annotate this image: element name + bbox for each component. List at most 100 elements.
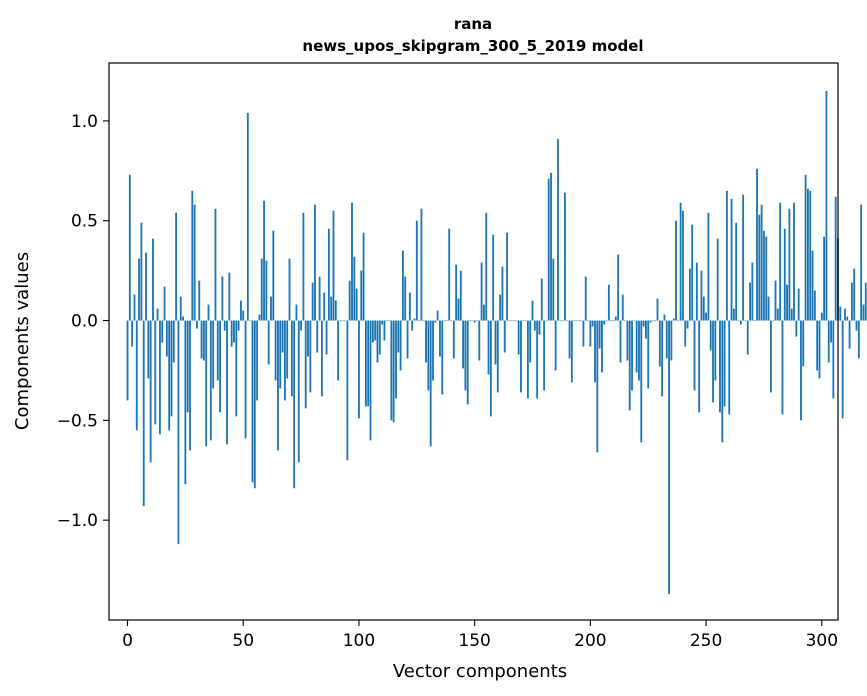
bar: [165, 320, 168, 357]
bar: [612, 320, 615, 322]
bar: [596, 320, 599, 453]
bar: [725, 190, 728, 321]
bar: [293, 320, 296, 489]
bar: [161, 320, 164, 343]
bar: [760, 204, 763, 321]
bar: [344, 320, 346, 322]
bar: [450, 320, 453, 322]
bar: [191, 190, 194, 321]
bar: [716, 238, 719, 321]
bar: [485, 212, 488, 321]
bar: [374, 320, 377, 341]
bar: [668, 320, 670, 595]
bar: [621, 294, 624, 321]
bar: [439, 320, 441, 357]
bar: [478, 320, 481, 361]
bar: [131, 320, 134, 347]
bar: [862, 304, 865, 321]
bar: [348, 280, 351, 321]
bar: [758, 214, 761, 321]
bar: [249, 320, 252, 322]
bar: [545, 320, 548, 322]
bar: [156, 308, 159, 321]
bar: [508, 320, 511, 322]
bar: [818, 320, 821, 379]
bar: [140, 222, 143, 321]
bar: [499, 294, 502, 321]
bar: [850, 282, 853, 321]
bar: [193, 204, 196, 321]
bar: [455, 264, 458, 321]
bar: [263, 200, 265, 321]
bar: [723, 320, 726, 407]
bar: [820, 312, 823, 321]
bar: [362, 232, 365, 321]
bar: [147, 320, 150, 379]
bar: [219, 320, 222, 413]
bar: [420, 208, 423, 321]
bar: [316, 320, 319, 353]
bar: [707, 212, 710, 321]
bar: [732, 308, 735, 321]
bar: [809, 190, 812, 321]
bar: [730, 198, 733, 321]
bar: [756, 168, 758, 321]
bar: [408, 292, 411, 321]
bar: [457, 298, 460, 321]
bar: [399, 320, 402, 371]
bar: [832, 320, 835, 399]
bar: [561, 320, 564, 322]
bar: [371, 320, 374, 343]
bar: [404, 276, 407, 321]
y-axis-label: Components values: [12, 252, 33, 430]
bar: [272, 230, 275, 321]
bar: [251, 320, 254, 483]
bar: [587, 320, 589, 322]
bar: [793, 202, 795, 321]
bar: [515, 320, 518, 322]
bar: [568, 320, 571, 359]
bar: [385, 320, 388, 322]
bar: [816, 320, 819, 371]
bar: [388, 320, 390, 322]
bar: [177, 320, 180, 545]
bar: [401, 250, 404, 321]
bar: [506, 232, 508, 321]
bar: [640, 320, 643, 443]
bar: [693, 320, 696, 391]
bar: [221, 276, 224, 321]
bar: [138, 258, 141, 321]
bar: [772, 320, 775, 322]
bar: [216, 320, 219, 381]
bar: [601, 320, 603, 373]
bar: [332, 210, 335, 321]
bar: [168, 320, 171, 431]
bar: [145, 252, 147, 321]
bar: [436, 310, 439, 321]
bar: [427, 320, 430, 391]
bar: [242, 310, 245, 321]
bar: [149, 320, 152, 463]
bar: [619, 320, 622, 363]
y-tick-label: 0.0: [71, 312, 98, 332]
bar: [526, 320, 529, 399]
bar: [422, 320, 425, 322]
bar: [665, 320, 668, 359]
bar: [675, 220, 677, 321]
bar: [469, 320, 471, 322]
bar: [184, 320, 187, 485]
bar: [617, 254, 620, 321]
bar: [531, 300, 534, 321]
bar: [830, 320, 832, 343]
bar: [513, 320, 515, 322]
bar: [763, 230, 765, 321]
bar: [749, 282, 751, 321]
bar: [797, 288, 800, 321]
bar: [286, 320, 289, 379]
bar: [473, 320, 476, 323]
bar: [702, 296, 705, 321]
bar: [776, 308, 779, 321]
bar: [795, 320, 798, 337]
bar: [152, 238, 154, 321]
bar: [274, 320, 277, 381]
